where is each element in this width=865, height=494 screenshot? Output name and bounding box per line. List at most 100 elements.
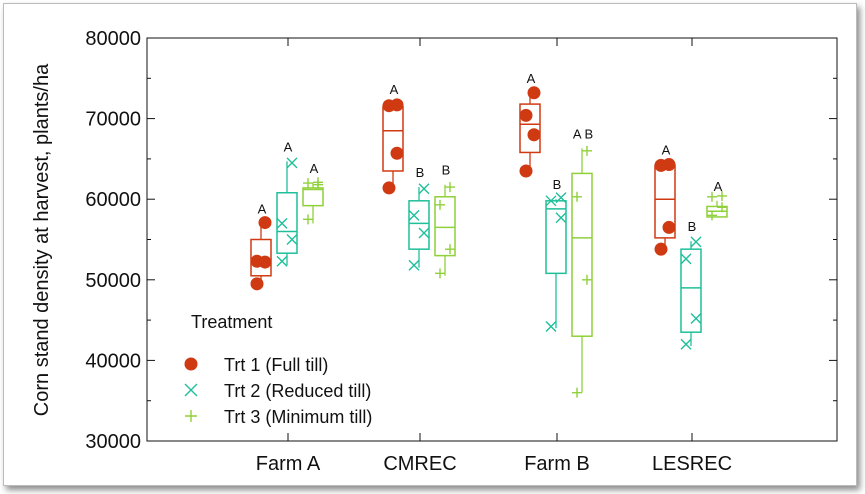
t2-point: [286, 157, 298, 169]
y-axis-label: Corn stand density at harvest, plants/ha: [31, 63, 53, 416]
legend-marker-t2: [184, 383, 198, 397]
box: [302, 187, 324, 207]
x-tick-label: LESREC: [652, 453, 732, 475]
t2-point: [286, 234, 298, 245]
y-tick-label: 30000: [85, 431, 141, 453]
t1-point: [258, 216, 272, 230]
t3-point: [435, 199, 445, 210]
t2-point: [408, 209, 420, 221]
t3-point: [313, 177, 323, 188]
t1-point: [390, 146, 404, 160]
t2-point: [418, 227, 430, 239]
t1-point: [654, 242, 668, 256]
t1-box-3: A: [654, 143, 676, 256]
t2-box-2: B: [545, 177, 567, 333]
y-tick-label: 70000: [85, 109, 141, 131]
t1-point: [527, 86, 541, 100]
t1-point: [662, 220, 676, 234]
significance-letter: A: [258, 201, 267, 216]
t2-point: [418, 183, 430, 195]
x-tick-label: Farm A: [256, 453, 321, 475]
t3-point: [717, 190, 727, 201]
t2-box-3: B: [680, 219, 702, 350]
t3-point: [572, 191, 582, 202]
x-tick-label: CMREC: [383, 453, 456, 475]
y-tick-label: 60000: [85, 189, 141, 211]
box: [408, 200, 430, 250]
t3-point: [445, 182, 455, 193]
t1-point: [390, 98, 404, 112]
y-tick-label: 50000: [85, 270, 141, 292]
significance-letter: A: [714, 179, 723, 194]
t3-point: [435, 268, 445, 279]
t3-box-1: B: [434, 163, 456, 279]
t1-point: [519, 164, 533, 178]
t1-box-1: A: [382, 82, 404, 195]
legend-marker-t3: [185, 410, 197, 422]
t3-point: [572, 387, 582, 398]
box: [382, 105, 404, 172]
legend-title: Treatment: [191, 312, 272, 332]
significance-letter: B: [416, 165, 425, 180]
t2-point: [680, 338, 692, 350]
t2-point: [690, 236, 702, 248]
t2-box-1: B: [408, 165, 430, 271]
figure-frame: [3, 3, 857, 486]
legend-marker-t1: [184, 357, 198, 371]
t2-point: [408, 259, 420, 271]
significance-letter: A: [390, 82, 399, 97]
t1-point: [250, 277, 264, 291]
box: [276, 192, 298, 254]
t3-box-3: A: [706, 179, 728, 221]
t1-point: [250, 254, 264, 268]
t2-point: [545, 321, 557, 333]
t3-point: [717, 202, 727, 213]
significance-letter: B: [442, 163, 451, 178]
t3-point: [582, 274, 592, 285]
legend-label-t1: Trt 1 (Full till): [224, 355, 328, 375]
t1-point: [519, 108, 533, 122]
t2-point: [690, 312, 702, 324]
t3-point: [303, 214, 313, 225]
t1-point: [662, 158, 676, 172]
t2-point: [545, 195, 557, 207]
box-groups: A A A A A B B B A B A B A: [250, 71, 728, 398]
significance-letter: A: [527, 71, 536, 86]
t1-box-0: A: [250, 201, 272, 291]
t1-point: [382, 181, 396, 195]
t2-box-0: A: [276, 139, 298, 267]
significance-letter: B: [553, 177, 562, 192]
x-tick-label: Farm B: [524, 453, 590, 475]
t2-point: [555, 192, 567, 204]
significance-letter: A: [284, 139, 293, 154]
t2-point: [276, 255, 288, 267]
box: [680, 248, 702, 333]
t1-box-2: A: [519, 71, 541, 178]
y-axis: 30000 40000 50000 60000 70000 80000: [85, 28, 837, 453]
legend: Treatment Trt 1 (Full till) Trt 2 (Reduce…: [184, 312, 372, 427]
x-axis: Farm A CMREC Farm B LESREC: [256, 38, 732, 475]
legend-label-t2: Trt 2 (Reduced till): [224, 381, 371, 401]
t2-point: [555, 212, 567, 224]
t3-point: [303, 178, 313, 189]
significance-letter: A: [310, 161, 319, 176]
y-tick-label: 80000: [85, 28, 141, 50]
t3-point: [582, 145, 592, 156]
t3-point: [707, 191, 717, 202]
t3-point: [707, 210, 717, 221]
significance-letter: A B: [573, 126, 593, 141]
box: [571, 172, 593, 337]
t3-point: [445, 244, 455, 255]
y-tick-label: 40000: [85, 350, 141, 372]
box: [545, 200, 567, 275]
legend-label-t3: Trt 3 (Minimum till): [224, 407, 372, 427]
t1-point: [527, 128, 541, 142]
box: [434, 196, 456, 257]
t2-point: [276, 217, 288, 229]
t3-box-2: A B: [571, 126, 593, 398]
significance-letter: B: [688, 219, 697, 234]
significance-letter: A: [662, 143, 671, 158]
t2-point: [680, 253, 692, 265]
t3-box-0: A: [302, 161, 324, 225]
